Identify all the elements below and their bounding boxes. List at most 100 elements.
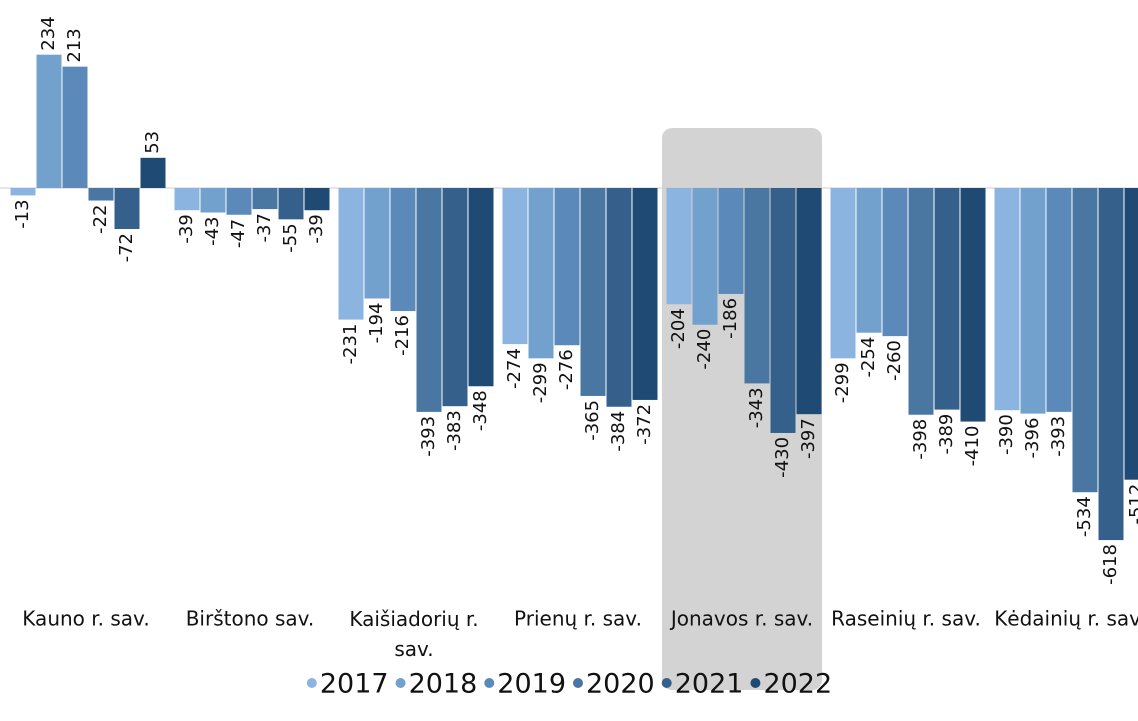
bar <box>856 188 882 333</box>
value-label: -410 <box>962 426 983 467</box>
bar <box>994 188 1020 411</box>
bar <box>934 188 960 410</box>
value-label: -39 <box>306 214 327 243</box>
x-tick-label: Birštono sav. <box>186 607 315 631</box>
value-label: 53 <box>142 131 163 154</box>
value-label: -343 <box>746 387 767 428</box>
bar <box>632 188 658 400</box>
legend-marker <box>750 678 761 688</box>
legend-marker <box>661 678 672 688</box>
legend-label: 2017 <box>320 669 389 700</box>
value-label: -37 <box>254 213 275 242</box>
value-label: -299 <box>530 362 551 403</box>
bar <box>554 188 580 346</box>
value-label: -384 <box>608 411 629 452</box>
value-label: -390 <box>996 414 1017 455</box>
bar <box>744 188 770 384</box>
bar <box>502 188 528 345</box>
value-label: -186 <box>720 298 741 339</box>
bar <box>718 188 744 294</box>
bar <box>1020 188 1046 414</box>
value-label: -72 <box>116 233 137 262</box>
value-label: -397 <box>798 418 819 459</box>
x-tick-label: Kaišiadorių r. sav. <box>349 607 478 661</box>
bar <box>174 188 200 211</box>
x-tick-label: Kauno r. sav. <box>22 607 149 631</box>
value-label: -393 <box>1048 416 1069 457</box>
value-label: 213 <box>64 28 85 62</box>
bar <box>908 188 934 415</box>
bar <box>338 188 364 320</box>
bar <box>796 188 822 415</box>
value-label: -231 <box>340 324 361 365</box>
bar <box>36 54 62 188</box>
bar <box>1046 188 1072 412</box>
value-label: -512 <box>1126 484 1138 525</box>
value-label: -13 <box>12 199 33 228</box>
value-label: -299 <box>832 362 853 403</box>
value-label: -47 <box>228 219 249 248</box>
bar <box>580 188 606 396</box>
bar <box>226 188 252 215</box>
value-label: -348 <box>470 390 491 431</box>
legend-label: 2018 <box>409 669 478 700</box>
x-tick-label: Prienų r. sav. <box>514 607 642 631</box>
bar <box>304 188 330 211</box>
legend-marker <box>395 678 406 688</box>
bar <box>1124 188 1138 480</box>
x-tick-label: Jonavos r. sav. <box>669 607 813 631</box>
bar <box>278 188 304 220</box>
bar <box>140 157 166 188</box>
value-label: -39 <box>176 214 197 243</box>
bar <box>390 188 416 312</box>
legend-marker <box>306 678 317 688</box>
legend-label: 2020 <box>586 669 655 700</box>
value-label: -383 <box>444 410 465 451</box>
value-label: -389 <box>936 414 957 455</box>
legend-marker <box>573 678 583 688</box>
x-tick-label: Kėdainių r. sav. <box>994 607 1138 631</box>
bar <box>830 188 856 359</box>
bar <box>364 188 390 299</box>
bar <box>468 188 494 387</box>
value-label: -372 <box>634 404 655 445</box>
legend-marker <box>484 678 495 688</box>
value-label: -430 <box>772 437 793 478</box>
value-label: -396 <box>1022 418 1043 459</box>
value-label: -55 <box>280 223 301 252</box>
value-label: -254 <box>858 337 879 378</box>
value-label: -365 <box>582 400 603 441</box>
value-label: -240 <box>694 329 715 370</box>
bar <box>416 188 442 412</box>
bar <box>1072 188 1098 493</box>
bar <box>960 188 986 422</box>
legend-label: 2021 <box>675 669 744 700</box>
bar <box>114 188 140 230</box>
bar <box>252 188 278 210</box>
legend-label: 2022 <box>763 669 832 700</box>
bar <box>692 188 718 325</box>
bar <box>882 188 908 337</box>
value-label: -534 <box>1074 496 1095 537</box>
bar <box>1098 188 1124 541</box>
value-label: -260 <box>884 340 905 381</box>
bar <box>200 188 226 213</box>
bar <box>666 188 692 305</box>
value-label: -204 <box>668 308 689 349</box>
bar <box>10 188 36 196</box>
value-label: -274 <box>504 348 525 389</box>
bar <box>770 188 796 433</box>
bar <box>62 66 88 188</box>
bar <box>606 188 632 407</box>
legend: 2017 2018 2019 2020 2021 2022 <box>306 669 832 700</box>
bar <box>528 188 554 359</box>
x-tick-label: Raseinių r. sav. <box>831 607 981 631</box>
value-label: -43 <box>202 216 223 245</box>
value-label: -618 <box>1100 544 1121 585</box>
value-label: -393 <box>418 416 439 457</box>
value-label: -276 <box>556 349 577 390</box>
bar <box>88 188 114 201</box>
value-label: 234 <box>38 16 59 50</box>
value-label: -398 <box>910 419 931 460</box>
